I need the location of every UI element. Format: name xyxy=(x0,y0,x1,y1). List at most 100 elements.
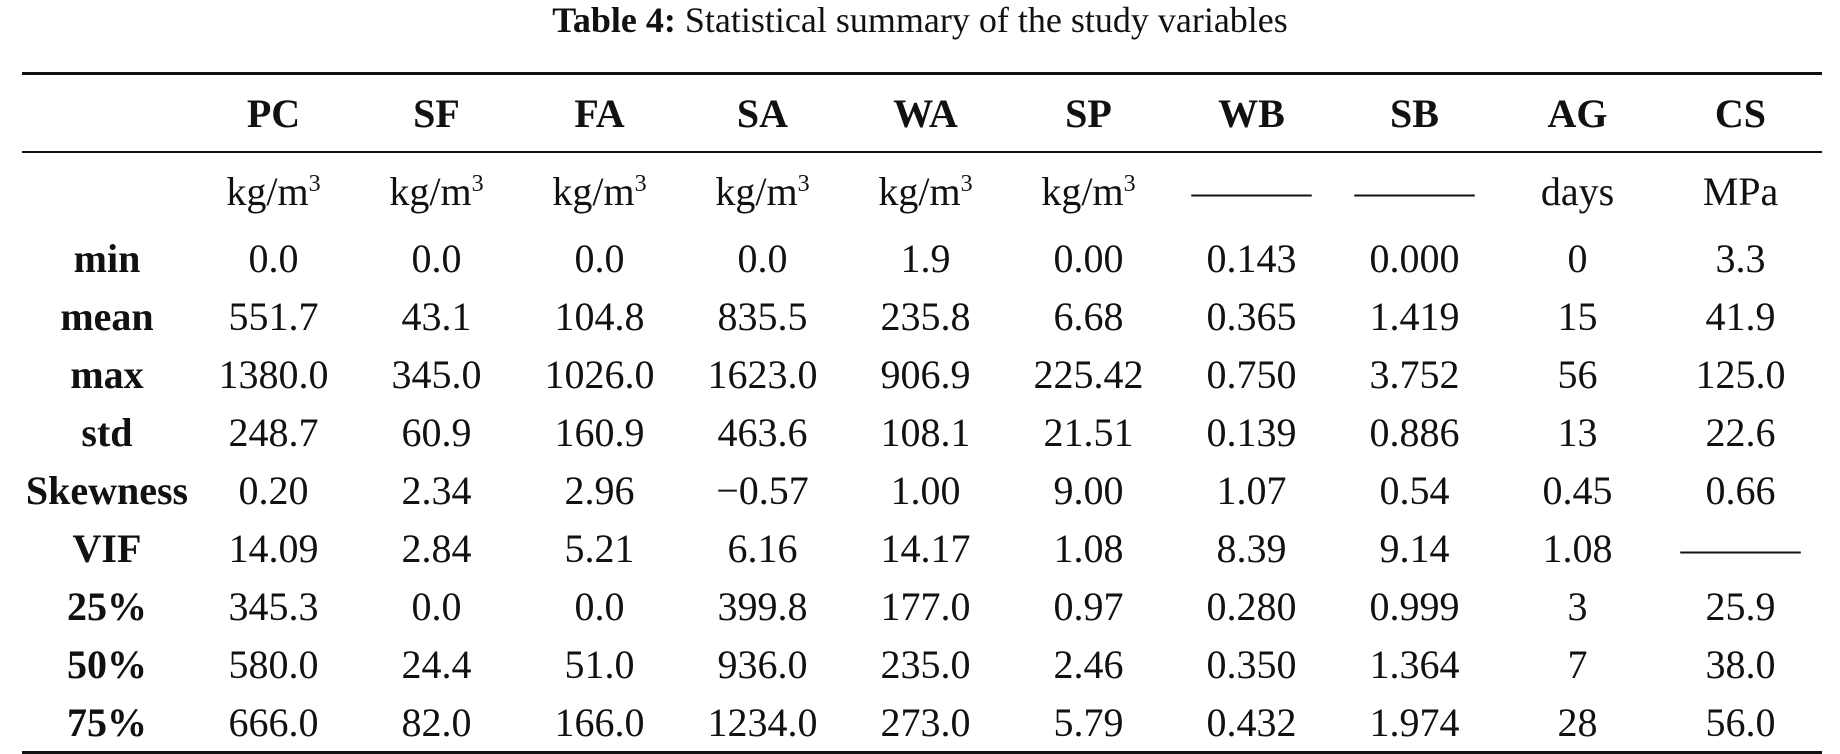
header-cell: WB xyxy=(1218,90,1285,136)
table-cell: 41.9 xyxy=(1705,293,1776,339)
table-cell: 0.350 xyxy=(1206,641,1297,687)
row-label: Skewness xyxy=(25,467,189,513)
table-cell: 3 xyxy=(1567,583,1588,629)
table-cell: 0.0 xyxy=(574,235,625,281)
table-cell: 0.0 xyxy=(737,235,788,281)
table-cell: 3.752 xyxy=(1369,351,1460,397)
table-cell: 0.45 xyxy=(1542,467,1613,513)
table-cell: 38.0 xyxy=(1705,641,1776,687)
statistics-table: PC SF FA SA WA SP WB SB AG CS kg/m3 kg/m… xyxy=(22,72,1822,754)
table-cell: 2.96 xyxy=(564,467,635,513)
table-cell: 25.9 xyxy=(1705,583,1776,629)
table-cell: 345.0 xyxy=(391,351,482,397)
table-cell: 104.8 xyxy=(554,293,645,339)
table-cell: 0.20 xyxy=(238,467,309,513)
table-cell: 1026.0 xyxy=(544,351,655,397)
unit-cell: ——— xyxy=(1191,168,1312,214)
row-label: max xyxy=(70,351,144,397)
table-cell: 3.3 xyxy=(1715,235,1766,281)
row-label: std xyxy=(81,409,133,455)
table-cell: 1.08 xyxy=(1542,525,1613,571)
header-cell: AG xyxy=(1547,90,1608,136)
table-row: VIF 14.09 2.84 5.21 6.16 14.17 1.08 8.39 9.14 1.0… xyxy=(22,519,1822,577)
table-cell: 21.51 xyxy=(1043,409,1134,455)
table-cell: 2.84 xyxy=(401,525,472,571)
table-cell: 0 xyxy=(1567,235,1588,281)
table-cell: 22.6 xyxy=(1705,409,1776,455)
table-cell: 235.8 xyxy=(880,293,971,339)
table-cell: 108.1 xyxy=(880,409,971,455)
table-cell: 1.974 xyxy=(1369,699,1460,745)
header-cell: SB xyxy=(1390,90,1439,136)
table-cell: 14.17 xyxy=(880,525,971,571)
caption-text: Statistical summary of the study variabl… xyxy=(675,0,1288,40)
table-cell: 225.42 xyxy=(1033,351,1144,397)
table-cell: 0.000 xyxy=(1369,235,1460,281)
table-row: std 248.7 60.9 160.9 463.6 108.1 21.51 0.139 0.8… xyxy=(22,403,1822,461)
table-cell: 0.750 xyxy=(1206,351,1297,397)
table-cell: −0.57 xyxy=(716,467,809,513)
table-cell: 0.00 xyxy=(1053,235,1124,281)
table-cell: 551.7 xyxy=(228,293,319,339)
table-cell: 666.0 xyxy=(228,699,319,745)
table-cell: 0.365 xyxy=(1206,293,1297,339)
table-cell: 0.97 xyxy=(1053,583,1124,629)
row-label: mean xyxy=(60,293,154,339)
header-cell: SF xyxy=(413,90,460,136)
table-row: 50% 580.0 24.4 51.0 936.0 235.0 2.46 0.350 1.364… xyxy=(22,635,1822,693)
header-row: PC SF FA SA WA SP WB SB AG CS xyxy=(22,73,1822,153)
table-cell: 0.0 xyxy=(411,235,462,281)
row-label: 50% xyxy=(67,641,147,687)
row-label: 75% xyxy=(67,699,147,745)
table-cell: 273.0 xyxy=(880,699,971,745)
row-label: 25% xyxy=(67,583,147,629)
table-cell: 6.16 xyxy=(727,525,798,571)
header-cell: CS xyxy=(1714,90,1767,136)
unit-cell: kg/m3 xyxy=(389,168,484,214)
table-cell: 9.00 xyxy=(1053,467,1124,513)
table-cell: 56.0 xyxy=(1705,699,1776,745)
table-cell: 248.7 xyxy=(228,409,319,455)
table-cell: 1234.0 xyxy=(707,699,818,745)
row-label: VIF xyxy=(72,525,142,571)
table-cell: 0.280 xyxy=(1206,583,1297,629)
table-cell: 1.00 xyxy=(890,467,961,513)
table-cell: 399.8 xyxy=(717,583,808,629)
table-cell: 906.9 xyxy=(880,351,971,397)
header-cell xyxy=(22,74,192,153)
table-cell: 60.9 xyxy=(401,409,472,455)
table-cell: 0.0 xyxy=(248,235,299,281)
table-cell: 580.0 xyxy=(228,641,319,687)
unit-cell: ——— xyxy=(1354,168,1475,214)
table-cell: 5.21 xyxy=(564,525,635,571)
unit-cell: kg/m3 xyxy=(226,168,321,214)
table-cell: 0.999 xyxy=(1369,583,1460,629)
header-cell: SP xyxy=(1065,90,1112,136)
table-caption: Table 4: Statistical summary of the stud… xyxy=(0,0,1840,40)
table-cell: ——— xyxy=(1680,525,1801,571)
unit-cell: kg/m3 xyxy=(552,168,647,214)
table-cell: 2.46 xyxy=(1053,641,1124,687)
table-cell: 0.432 xyxy=(1206,699,1297,745)
table-cell: 8.39 xyxy=(1216,525,1287,571)
row-label: min xyxy=(73,235,141,281)
table-cell: 13 xyxy=(1557,409,1598,455)
table-cell: 1.9 xyxy=(900,235,951,281)
header-cell: WA xyxy=(893,90,958,136)
table-cell: 1.419 xyxy=(1369,293,1460,339)
header-cell: PC xyxy=(246,90,301,136)
units-row: kg/m3 kg/m3 kg/m3 kg/m3 kg/m3 kg/m3 ——— … xyxy=(22,152,1822,229)
units-label-cell xyxy=(22,152,192,229)
table-cell: 5.79 xyxy=(1053,699,1124,745)
table-cell: 160.9 xyxy=(554,409,645,455)
table-cell: 24.4 xyxy=(401,641,472,687)
table-cell: 835.5 xyxy=(717,293,808,339)
unit-cell: kg/m3 xyxy=(715,168,810,214)
table-cell: 1.08 xyxy=(1053,525,1124,571)
table-cell: 7 xyxy=(1567,641,1588,687)
table-cell: 0.143 xyxy=(1206,235,1297,281)
table-cell: 1.364 xyxy=(1369,641,1460,687)
unit-cell: kg/m3 xyxy=(1041,168,1136,214)
header-cell: SA xyxy=(736,90,789,136)
table-cell: 235.0 xyxy=(880,641,971,687)
